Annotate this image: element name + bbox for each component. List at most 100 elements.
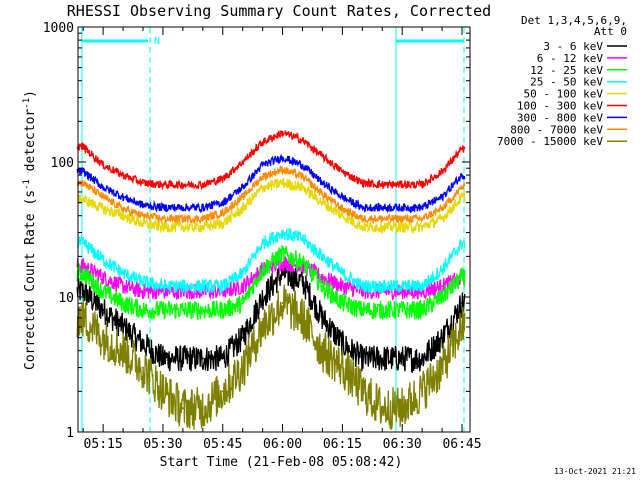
data-point (421, 309, 424, 312)
data-point (361, 357, 364, 360)
series-noise-trace (76, 244, 466, 321)
data-point (241, 161, 244, 163)
x-axis-label: Start Time (21-Feb-08 05:08:42) (160, 455, 403, 470)
y-tick-label: 10 (58, 291, 74, 306)
legend-label: 6 - 12 keV (537, 52, 604, 65)
data-point (82, 264, 85, 267)
data-point (102, 276, 105, 279)
data-point (281, 272, 284, 275)
plot-annotations: N (81, 27, 465, 432)
data-point (181, 357, 184, 360)
data-point (221, 211, 224, 214)
data-point (221, 177, 224, 180)
data-point (102, 290, 105, 293)
data-point (381, 309, 384, 312)
series-noise-trace (76, 228, 466, 295)
data-point (221, 222, 224, 225)
data-point (221, 390, 224, 393)
series-noise-trace (76, 164, 466, 225)
data-point (301, 164, 304, 167)
data-point (161, 285, 164, 288)
data-point (241, 186, 244, 189)
data-point (381, 407, 384, 410)
data-point (281, 252, 284, 255)
data-point (321, 192, 324, 195)
data-point (441, 285, 444, 288)
data-point (321, 285, 324, 288)
series-noise-trace (76, 284, 466, 430)
data-point (301, 261, 304, 264)
data-point (161, 357, 164, 360)
legend-label: 50 - 100 keV (524, 88, 604, 101)
x-tick-label: 05:30 (143, 437, 182, 452)
data-point (321, 255, 324, 258)
y-tick-label: 1000 (43, 21, 74, 36)
data-point (201, 217, 204, 220)
data-point (221, 357, 224, 360)
data-point (361, 206, 364, 209)
data-point (421, 206, 424, 209)
data-point (461, 325, 464, 328)
y-tick-label: 100 (51, 156, 74, 171)
data-point (321, 349, 324, 352)
data-point (122, 272, 125, 275)
data-point (161, 217, 164, 220)
chart-title: RHESSI Observing Summary Count Rates, Co… (67, 2, 491, 20)
data-point (441, 207, 444, 210)
data-point (201, 357, 204, 360)
data-point (421, 285, 424, 288)
data-point (201, 285, 204, 288)
data-point (181, 217, 184, 220)
data-point (441, 268, 444, 271)
data-point (142, 214, 145, 217)
data-point (102, 207, 105, 210)
series-8 (76, 164, 466, 225)
data-point (461, 302, 464, 305)
data-point (401, 309, 404, 312)
data-point (201, 226, 204, 229)
data-point (401, 206, 404, 209)
data-point (321, 181, 324, 184)
data-point (281, 181, 284, 184)
data-point (142, 280, 145, 283)
data-point (401, 183, 404, 186)
data-point (421, 390, 424, 393)
data-point (301, 280, 304, 283)
data-point (181, 407, 184, 410)
data-point (341, 170, 344, 173)
data-point (82, 242, 85, 245)
data-point (281, 156, 284, 159)
plot-frame (77, 26, 471, 433)
data-point (261, 175, 264, 178)
axes-layer: 1 10 100 1000 05:15 05:30 05:45 06:00 06:15 06:30… (43, 21, 482, 452)
data-point (261, 164, 264, 167)
data-point (341, 214, 344, 217)
data-point (142, 366, 145, 369)
data-point (381, 217, 384, 220)
data-point (181, 183, 184, 186)
data-point (281, 231, 284, 234)
y-tick-label: 1 (66, 426, 74, 441)
data-point (281, 168, 284, 171)
data-point (281, 302, 284, 305)
series-layer (76, 130, 466, 430)
legend-label: 800 - 7000 keV (510, 123, 603, 136)
data-point (461, 276, 464, 279)
data-point (321, 201, 324, 204)
data-point (361, 309, 364, 312)
data-point (241, 272, 244, 275)
data-point (201, 206, 204, 209)
legend-label: 3 - 6 keV (543, 40, 603, 53)
x-tick-label: 06:45 (442, 437, 481, 452)
data-point (461, 147, 464, 150)
series-6 (76, 130, 466, 191)
data-point (361, 285, 364, 288)
data-point (461, 196, 464, 199)
data-point (301, 186, 304, 189)
data-point (201, 183, 204, 186)
data-point (122, 174, 125, 177)
series-noise-trace (76, 261, 466, 374)
data-point (82, 181, 85, 184)
